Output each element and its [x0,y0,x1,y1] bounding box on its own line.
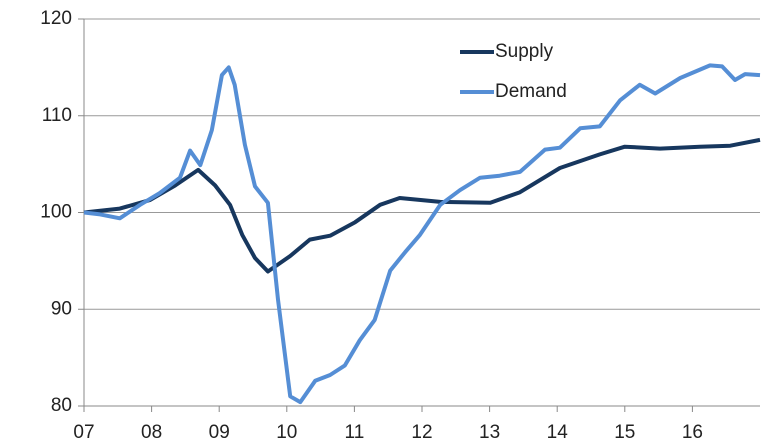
x-tick-label: 12 [411,422,432,443]
legend-label: Demand [495,81,567,102]
x-tick-label: 07 [73,422,94,443]
x-tick-label: 08 [141,422,162,443]
x-tick-label: 14 [547,422,569,443]
y-tick-label: 100 [40,202,72,223]
y-tick-label: 90 [51,298,72,319]
line-series [83,63,761,405]
y-tick-label: 120 [40,8,72,29]
y-tick-label: 80 [51,395,72,416]
x-tick-label: 13 [479,422,500,443]
x-tick-label: 16 [682,422,703,443]
x-tick-label: 10 [276,422,297,443]
line-series [83,137,761,274]
x-tick-label: 15 [614,422,635,443]
x-tick-label: 09 [209,422,230,443]
legend-label: Supply [495,41,554,62]
y-tick-label: 110 [42,105,72,126]
x-tick-label: 11 [345,422,365,443]
